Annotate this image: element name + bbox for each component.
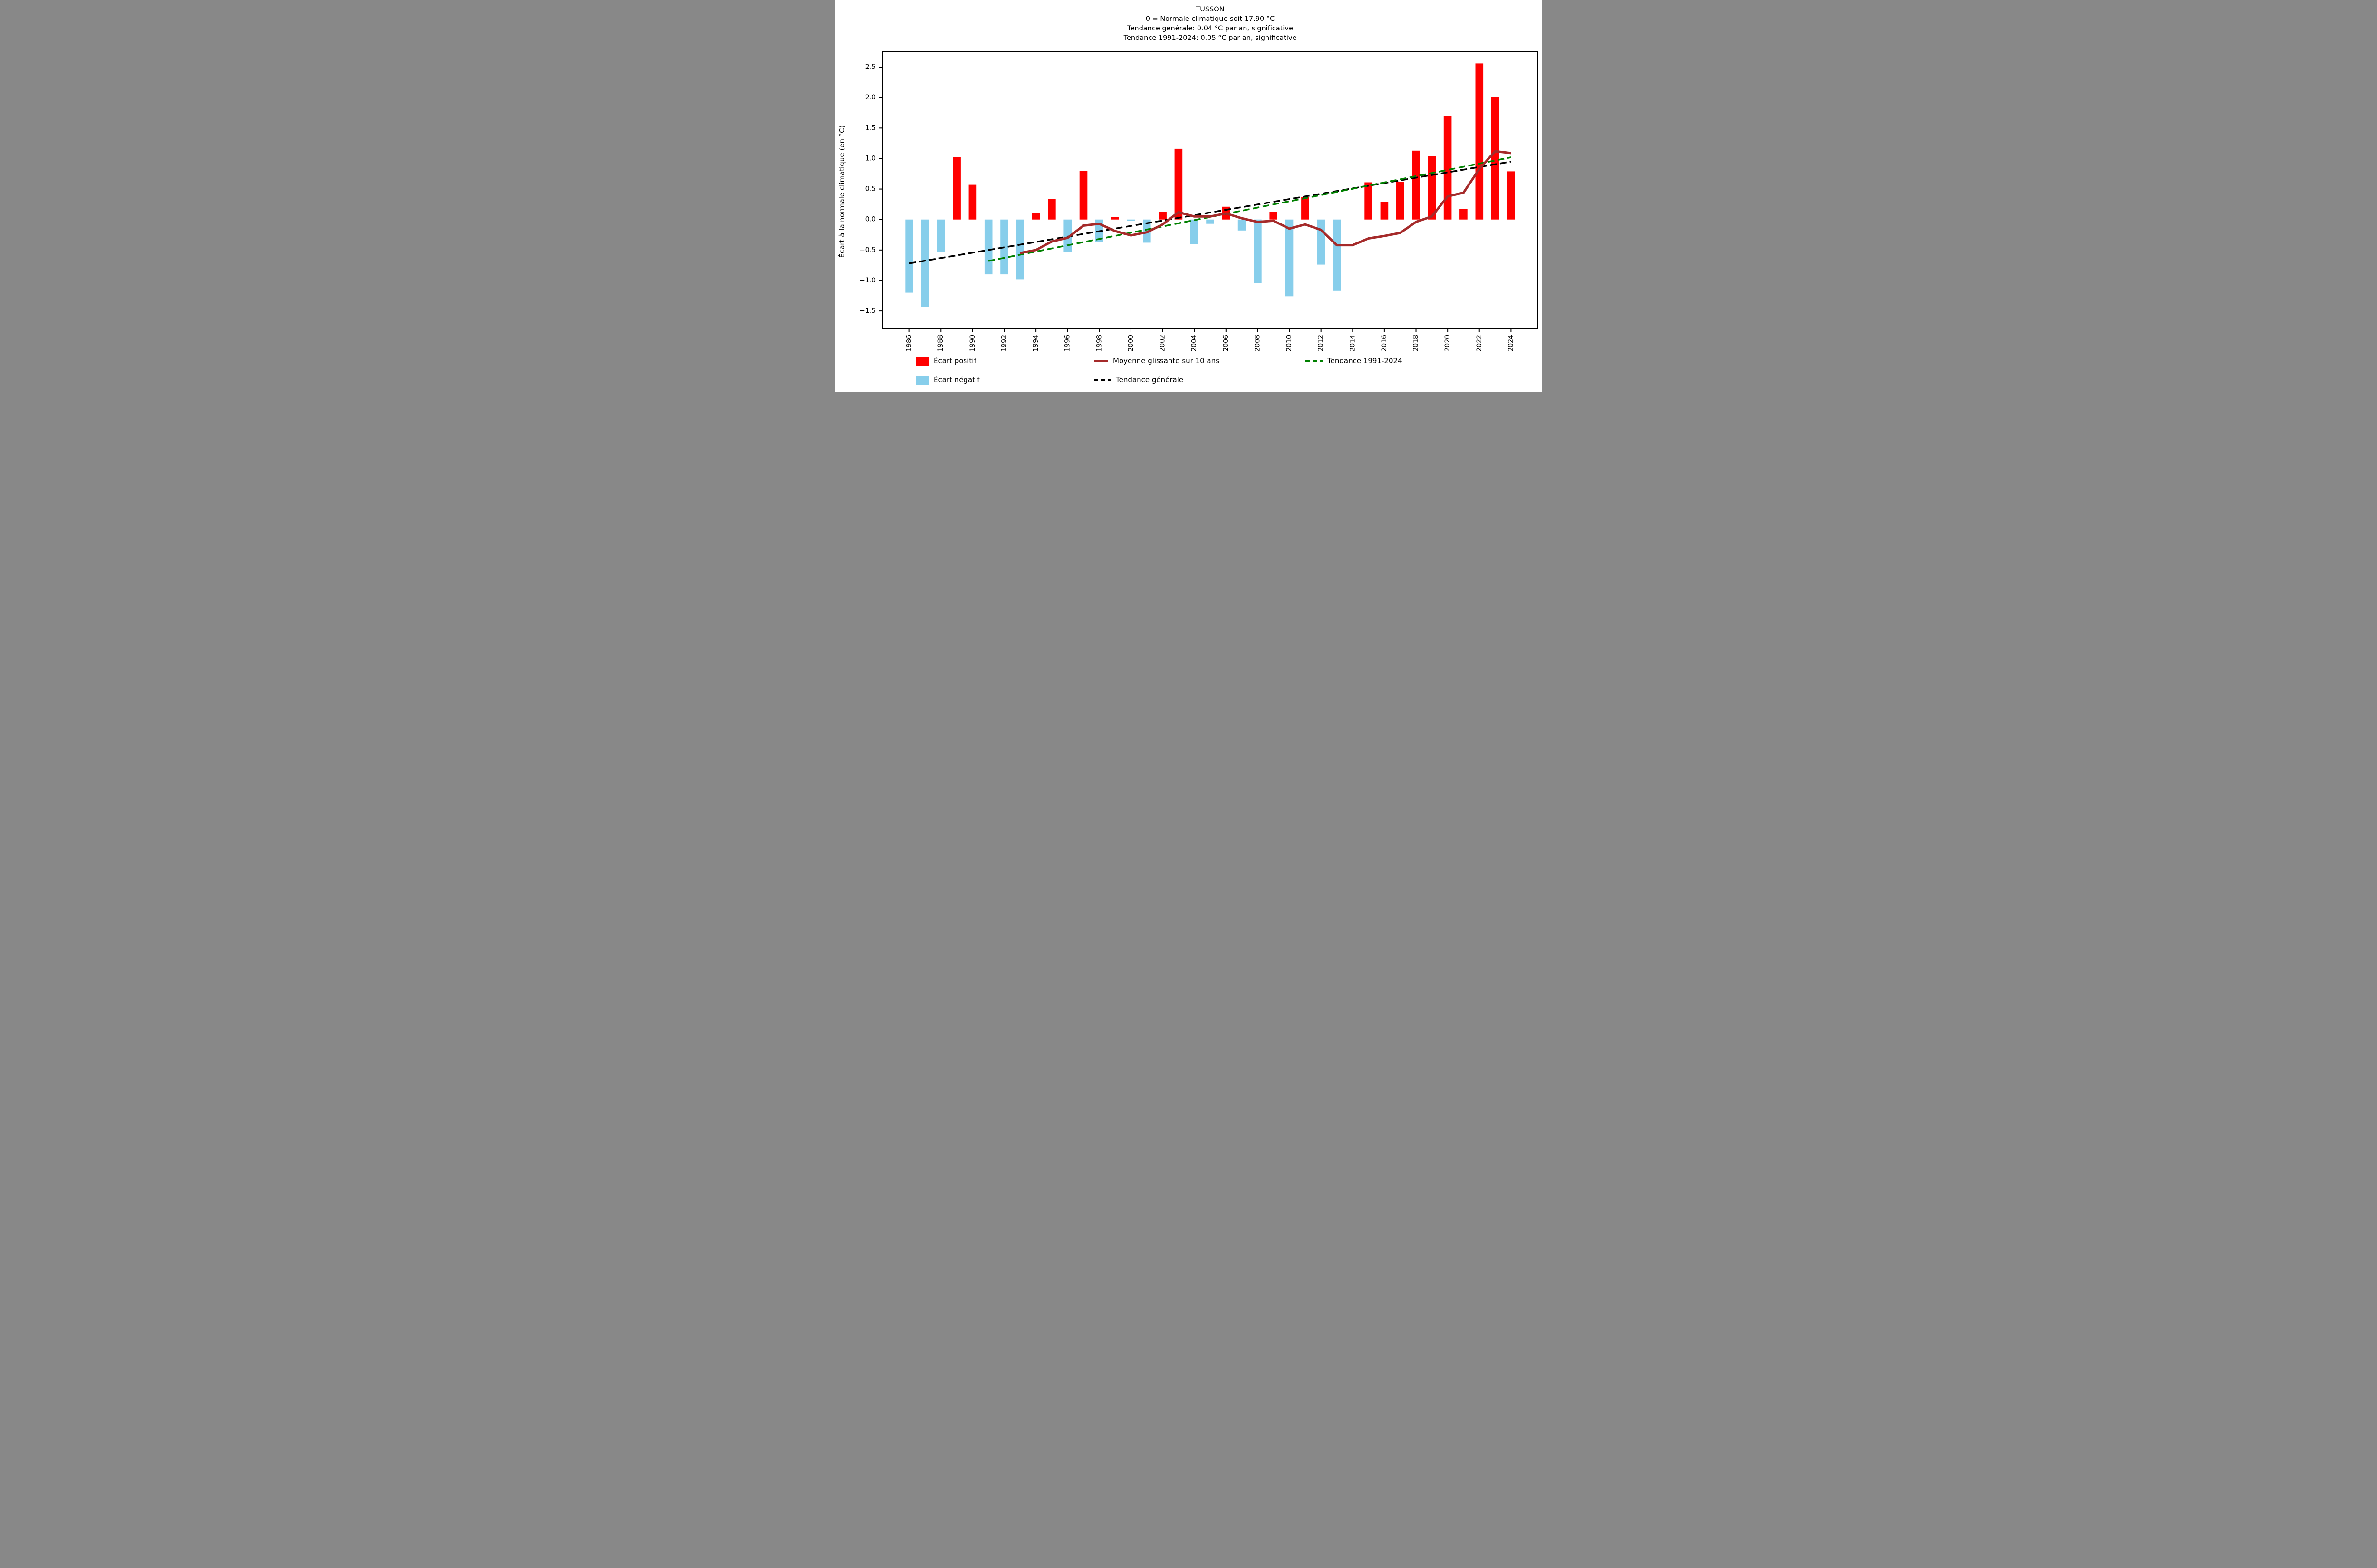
- positive-bar-1995: [1048, 199, 1056, 220]
- x-tick-label: 2022: [1476, 335, 1483, 352]
- positive-bar-2024: [1507, 171, 1515, 220]
- positive-bar-1999: [1111, 217, 1119, 220]
- positive-bar-2023: [1491, 97, 1499, 220]
- positive-bar-2018: [1412, 150, 1420, 220]
- y-tick-label: 2.0: [865, 94, 876, 101]
- title-normale: 0 = Normale climatique soit 17.90 °C: [1145, 15, 1275, 23]
- negative-bar-1993: [1016, 219, 1024, 280]
- negative-bar-2008: [1254, 219, 1262, 283]
- climate-deviation-figure: TUSSON 0 = Normale climatique soit 17.90…: [835, 0, 1542, 392]
- y-tick-label: −1.0: [860, 277, 876, 284]
- legend-item-tendance-1991-2024: Tendance 1991-2024: [1305, 356, 1402, 366]
- moving-average-swatch: [1094, 359, 1108, 362]
- positive-bar-2020: [1443, 116, 1452, 220]
- x-tick-label: 2006: [1222, 335, 1230, 352]
- x-tick-label: 2010: [1285, 335, 1293, 352]
- legend-item-moyenne-glissante: Moyenne glissante sur 10 ans: [1094, 356, 1219, 366]
- x-tick-label: 2008: [1254, 335, 1261, 352]
- x-tick-label: 1986: [906, 335, 913, 352]
- y-tick-label: −1.5: [860, 307, 876, 315]
- x-tick-label: 1994: [1032, 335, 1040, 352]
- x-tick-label: 2024: [1507, 335, 1515, 352]
- positive-bar-2009: [1269, 212, 1277, 220]
- legend-label: Moyenne glissante sur 10 ans: [1113, 357, 1219, 365]
- trend-1991-2024-swatch: [1305, 360, 1323, 362]
- x-tick-label: 2000: [1127, 335, 1135, 352]
- y-tick-label: −0.5: [860, 246, 876, 254]
- y-tick-label: 0.5: [865, 185, 876, 193]
- title-trend-general: Tendance générale: 0.04 °C par an, signi…: [1127, 25, 1293, 32]
- legend-item-tendance-generale: Tendance générale: [1094, 375, 1183, 385]
- x-tick-label: 2002: [1159, 335, 1167, 352]
- positive-bar-2016: [1380, 202, 1389, 220]
- negative-bar-1987: [921, 219, 929, 307]
- plot-border: [882, 51, 1538, 329]
- negative-bar-swatch: [916, 375, 929, 385]
- negative-bar-2000: [1127, 219, 1135, 221]
- legend-item-ecart-positif: Écart positif: [916, 356, 976, 366]
- y-tick-label: 2.5: [865, 63, 876, 71]
- negative-bar-1988: [937, 219, 945, 252]
- x-tick-label: 2004: [1190, 335, 1198, 352]
- legend-label: Tendance 1991-2024: [1327, 357, 1402, 365]
- positive-bar-1994: [1032, 213, 1040, 220]
- y-tick-label: 1.0: [865, 155, 876, 162]
- negative-bar-2005: [1206, 219, 1214, 224]
- x-tick-label: 1998: [1095, 335, 1103, 352]
- negative-bar-2010: [1285, 219, 1294, 297]
- negative-bar-2012: [1317, 219, 1325, 265]
- positive-bar-2017: [1396, 182, 1404, 220]
- negative-bar-2007: [1237, 219, 1246, 231]
- negative-bar-2013: [1333, 219, 1341, 291]
- chart-title-block: TUSSON 0 = Normale climatique soit 17.90…: [882, 5, 1538, 43]
- legend-label: Tendance générale: [1116, 376, 1184, 384]
- x-tick-label: 2014: [1349, 335, 1356, 352]
- y-tick-label: 0.0: [865, 216, 876, 223]
- x-tick-label: 2020: [1444, 335, 1451, 352]
- legend-label: Écart négatif: [934, 376, 980, 384]
- positive-bar-1997: [1079, 171, 1088, 220]
- trend-1991-2024-line: [988, 156, 1511, 262]
- positive-bar-2019: [1428, 156, 1436, 220]
- positive-bar-1989: [953, 157, 961, 220]
- positive-bar-2022: [1475, 63, 1484, 220]
- positive-bar-swatch: [916, 356, 929, 366]
- positive-bar-1990: [968, 184, 977, 220]
- negative-bar-2004: [1190, 219, 1198, 244]
- trend-general-swatch: [1094, 379, 1111, 381]
- positive-bar-2015: [1364, 182, 1372, 220]
- legend-item-ecart-negatif: Écart négatif: [916, 375, 980, 385]
- positive-bar-2002: [1159, 212, 1167, 220]
- x-tick-label: 1990: [969, 335, 976, 352]
- x-tick-label: 1996: [1064, 335, 1072, 352]
- station-name: TUSSON: [1196, 6, 1225, 13]
- positive-bar-2011: [1301, 197, 1309, 220]
- positive-bar-2021: [1459, 209, 1468, 220]
- x-tick-label: 2016: [1381, 335, 1388, 352]
- x-tick-label: 2012: [1317, 335, 1325, 352]
- positive-bar-2003: [1174, 148, 1183, 220]
- y-tick-label: 1.5: [865, 124, 876, 132]
- plot-canvas: −1.5 −1.0 −0.5 0.0 0.5 1.0 1.5 2.0 2.5 1986 1988 19…: [860, 51, 1538, 352]
- title-trend-1991-2024: Tendance 1991-2024: 0.05 °C par an, sign…: [1123, 34, 1297, 42]
- legend-label: Écart positif: [934, 357, 976, 365]
- moving-average-line: [1020, 150, 1511, 254]
- negative-bar-1986: [905, 219, 913, 293]
- x-tick-label: 1988: [937, 335, 945, 352]
- trend-general-line: [909, 161, 1511, 264]
- x-tick-label: 1992: [1000, 335, 1008, 352]
- negative-bar-1991: [984, 219, 993, 275]
- x-tick-label: 2018: [1412, 335, 1420, 352]
